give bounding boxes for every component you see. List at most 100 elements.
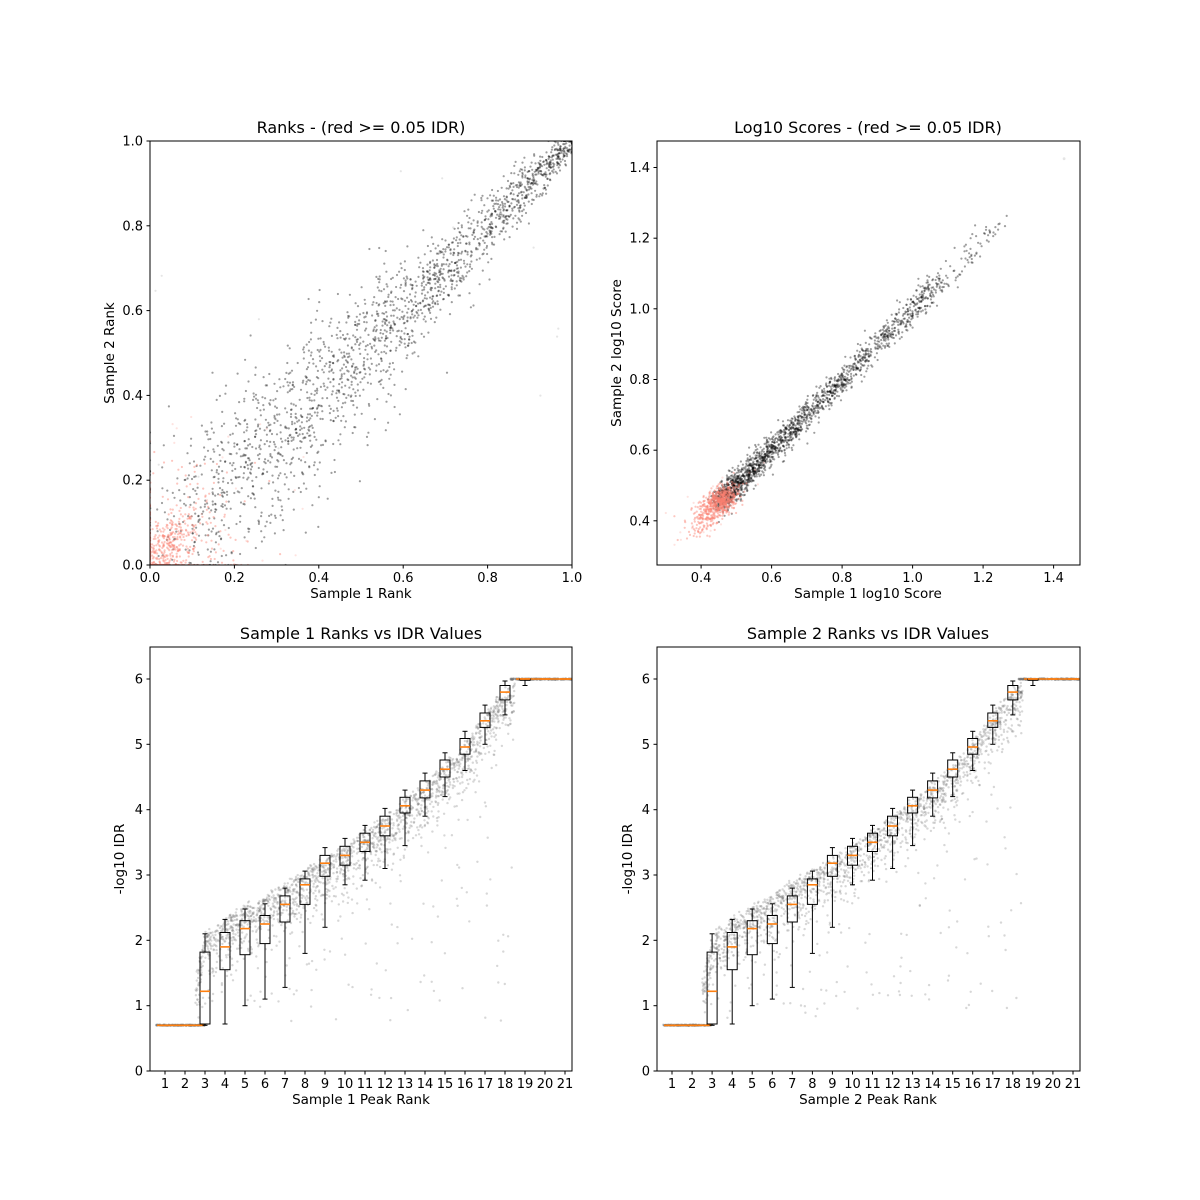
y-tick-label: 2 (642, 934, 650, 949)
y-tick-label: 6 (642, 673, 650, 688)
x-tick-label: 18 (497, 1077, 514, 1092)
y-tick-label: 6 (135, 673, 143, 688)
y-tick-label: 0.8 (629, 373, 650, 388)
x-tick-label: 19 (1025, 1077, 1042, 1092)
x-tick-label: 0.4 (691, 571, 712, 586)
sample2-rank-idr-data (662, 677, 1080, 1027)
x-tick-label: 9 (321, 1077, 329, 1092)
x-tick-label: 0.8 (832, 571, 853, 586)
x-tick-label: 18 (1005, 1077, 1022, 1092)
y-tick-label: 0.0 (122, 559, 143, 574)
y-tick-label: 0.4 (122, 389, 143, 404)
subplot-score-scatter: Log10 Scores - (red >= 0.05 IDR) Sample … (609, 118, 1081, 602)
x-tick-label: 15 (944, 1077, 961, 1092)
rank-scatter-ylabel: Sample 2 Rank (102, 302, 118, 404)
x-tick-label: 0.4 (308, 571, 329, 586)
x-tick-label: 21 (557, 1077, 574, 1092)
y-tick-label: 5 (642, 738, 650, 753)
x-tick-label: 1 (668, 1077, 676, 1092)
rank-scatter-data (150, 141, 572, 565)
y-tick-label: 1.2 (629, 232, 650, 247)
axes-frame (656, 646, 1081, 1072)
y-tick-label: 0.6 (122, 304, 143, 319)
x-tick-label: 0.0 (140, 571, 161, 586)
y-tick-label: 0.2 (122, 474, 143, 489)
score-scatter-title: Log10 Scores - (red >= 0.05 IDR) (734, 118, 1002, 137)
x-tick-label: 13 (904, 1077, 921, 1092)
x-tick-label: 11 (864, 1077, 881, 1092)
x-tick-label: 3 (201, 1077, 209, 1092)
x-tick-label: 20 (1045, 1077, 1062, 1092)
x-tick-label: 4 (221, 1077, 229, 1092)
y-tick-label: 0.4 (629, 514, 650, 529)
axes-frame (149, 646, 573, 1072)
x-tick-label: 1.0 (902, 571, 923, 586)
y-tick-label: 1 (135, 999, 143, 1014)
y-tick-label: 2 (135, 934, 143, 949)
y-tick-label: 0 (135, 1065, 143, 1080)
subplot-sample2-idr: Sample 2 Ranks vs IDR Values Sample 2 Pe… (620, 624, 1082, 1108)
rank-scatter-xlabel: Sample 1 Rank (310, 586, 412, 602)
x-tick-label: 0.2 (224, 571, 245, 586)
y-tick-label: 1.4 (629, 161, 650, 176)
x-tick-label: 7 (281, 1077, 289, 1092)
subplot-sample1-idr: Sample 1 Ranks vs IDR Values Sample 1 Pe… (112, 624, 574, 1108)
score-scatter-ylabel: Sample 2 log10 Score (609, 279, 625, 427)
x-tick-label: 8 (808, 1077, 816, 1092)
y-tick-label: 0.6 (629, 444, 650, 459)
x-tick-label: 3 (708, 1077, 716, 1092)
x-tick-label: 13 (397, 1077, 414, 1092)
y-tick-label: 0.8 (122, 219, 143, 234)
y-tick-label: 4 (135, 803, 143, 818)
x-tick-label: 10 (844, 1077, 861, 1092)
y-tick-label: 1.0 (122, 135, 143, 150)
x-tick-label: 15 (437, 1077, 454, 1092)
x-tick-label: 11 (357, 1077, 374, 1092)
y-tick-label: 3 (642, 869, 650, 884)
score-scatter-data (664, 157, 1066, 546)
x-tick-label: 10 (337, 1077, 354, 1092)
score-scatter-xlabel: Sample 1 log10 Score (794, 586, 942, 602)
x-tick-label: 16 (457, 1077, 474, 1092)
x-tick-label: 6 (261, 1077, 269, 1092)
x-tick-label: 17 (985, 1077, 1002, 1092)
x-tick-label: 12 (884, 1077, 901, 1092)
y-tick-label: 5 (135, 738, 143, 753)
x-tick-label: 0.6 (393, 571, 414, 586)
y-tick-label: 0 (642, 1065, 650, 1080)
x-tick-label: 2 (181, 1077, 189, 1092)
x-tick-label: 1.2 (973, 571, 994, 586)
rank-scatter-title: Ranks - (red >= 0.05 IDR) (257, 118, 466, 137)
score-scatter-axes: 0.4 0.6 0.8 1.0 1.2 1.4 0.4 0.6 0.8 1.0 1.2 1.4 (629, 140, 1081, 586)
x-tick-label: 0.6 (761, 571, 782, 586)
x-tick-label: 7 (788, 1077, 796, 1092)
x-tick-label: 14 (417, 1077, 434, 1092)
y-tick-label: 1 (642, 999, 650, 1014)
sample2-idr-title: Sample 2 Ranks vs IDR Values (747, 624, 989, 643)
x-tick-label: 1.0 (562, 571, 583, 586)
x-tick-label: 17 (477, 1077, 494, 1092)
x-tick-label: 9 (828, 1077, 836, 1092)
x-tick-label: 21 (1065, 1077, 1082, 1092)
x-tick-label: 5 (748, 1077, 756, 1092)
x-tick-label: 6 (768, 1077, 776, 1092)
rank-scatter-axes: 0.0 0.2 0.4 0.6 0.8 1.0 0.0 0.2 0.4 0.6 0.8 1.0 (122, 135, 582, 587)
x-tick-label: 2 (688, 1077, 696, 1092)
y-tick-label: 3 (135, 869, 143, 884)
subplot-rank-scatter: Ranks - (red >= 0.05 IDR) Sample 1 Rank … (102, 118, 582, 602)
sample1-idr-xlabel: Sample 1 Peak Rank (292, 1092, 430, 1108)
x-tick-label: 14 (924, 1077, 941, 1092)
sample1-idr-ylabel: -log10 IDR (112, 824, 128, 895)
axes-frame (149, 140, 573, 566)
x-tick-label: 16 (964, 1077, 981, 1092)
x-tick-label: 20 (537, 1077, 554, 1092)
x-tick-label: 1.4 (1043, 571, 1064, 586)
x-tick-label: 8 (301, 1077, 309, 1092)
y-tick-label: 1.0 (629, 302, 650, 317)
x-tick-label: 4 (728, 1077, 736, 1092)
sample2-idr-xlabel: Sample 2 Peak Rank (799, 1092, 937, 1108)
sample1-rank-idr-data (154, 677, 572, 1027)
